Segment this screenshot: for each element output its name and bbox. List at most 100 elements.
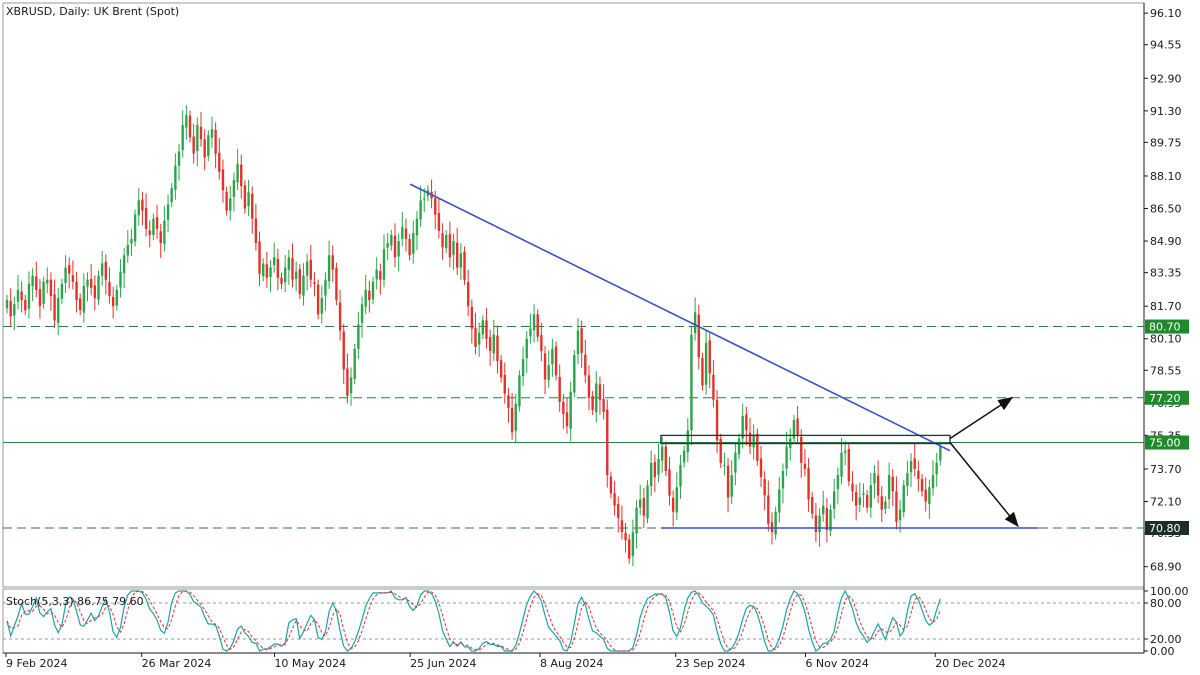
candle-body xyxy=(492,334,496,354)
candle-body xyxy=(671,497,675,512)
level-label-bg xyxy=(1145,435,1189,450)
candle-body xyxy=(485,320,488,339)
candle-body xyxy=(781,471,785,489)
candle-body xyxy=(445,234,448,248)
candle-body xyxy=(313,282,316,284)
candle-body xyxy=(130,239,133,244)
candle-body xyxy=(617,503,620,518)
candle-body xyxy=(756,433,759,461)
candle-body xyxy=(229,198,232,211)
candle-body xyxy=(536,314,539,337)
candle-body xyxy=(9,300,12,317)
chart-title: XBRUSD, Daily: UK Brent (Spot) xyxy=(6,5,179,18)
candle-body xyxy=(342,331,345,370)
candle-body xyxy=(767,495,770,524)
candle-body xyxy=(741,416,744,439)
candle-body xyxy=(774,511,777,535)
candle-body xyxy=(265,264,269,278)
candle-body xyxy=(448,234,452,258)
candle-body xyxy=(42,281,45,304)
candle-body xyxy=(543,353,547,380)
candle-body xyxy=(466,282,470,307)
breakout-annotations xyxy=(660,396,1019,528)
candle-body xyxy=(174,165,177,190)
candle-body xyxy=(649,462,653,487)
candle-body xyxy=(668,469,671,496)
candle-body xyxy=(675,487,679,513)
candle-body xyxy=(423,198,426,200)
candle-body xyxy=(639,499,642,508)
level-label: 70.80 xyxy=(1149,522,1181,535)
candle-body xyxy=(928,487,931,504)
candle-body xyxy=(763,478,766,496)
candle-body xyxy=(218,152,221,172)
candle-body xyxy=(291,258,294,280)
candle-body xyxy=(832,491,836,509)
candle-body xyxy=(360,304,364,323)
candle-body xyxy=(646,485,649,519)
candle-body xyxy=(437,212,441,231)
candle-body xyxy=(591,396,594,410)
candle-body xyxy=(785,446,788,469)
candle-body xyxy=(177,151,181,166)
candle-body xyxy=(269,267,272,277)
candle-body xyxy=(474,327,477,347)
price-tick-label: 72.10 xyxy=(1150,496,1182,509)
candle-body xyxy=(93,285,97,299)
candle-body xyxy=(353,348,356,380)
candle-body xyxy=(814,515,818,533)
breakout-zone xyxy=(660,434,951,445)
candle-body xyxy=(770,522,774,533)
stoch-main-line xyxy=(6,589,941,652)
candle-body xyxy=(232,180,236,197)
candle-body xyxy=(818,515,821,533)
candle-body xyxy=(196,125,199,152)
candle-body xyxy=(532,314,536,331)
price-tick-label: 68.90 xyxy=(1150,561,1182,574)
price-tick-label: 73.70 xyxy=(1150,463,1182,476)
candle-body xyxy=(854,492,858,506)
candle-body xyxy=(664,446,668,472)
candle-body xyxy=(843,450,847,453)
candle-body xyxy=(419,200,422,220)
candle-body xyxy=(185,114,188,128)
candle-body xyxy=(393,235,397,258)
candle-body xyxy=(324,279,327,296)
level-label: 77.20 xyxy=(1149,392,1181,405)
candle-body xyxy=(657,458,660,475)
candle-body xyxy=(895,491,898,522)
price-tick-label: 86.50 xyxy=(1150,203,1182,216)
candle-body xyxy=(404,228,408,240)
candle-body xyxy=(236,163,239,183)
candle-body xyxy=(214,129,217,154)
candle-body xyxy=(262,263,265,277)
candle-body xyxy=(858,497,862,505)
candle-body xyxy=(811,497,814,514)
candle-body xyxy=(642,497,646,516)
candle-body xyxy=(294,271,298,279)
stoch-tick-label: 0.00 xyxy=(1150,645,1175,658)
candle-body xyxy=(386,243,389,248)
candle-body xyxy=(737,438,741,455)
time-tick-label: 25 Jun 2024 xyxy=(410,657,476,670)
candle-body xyxy=(939,446,942,461)
candle-body xyxy=(503,374,506,394)
candle-body xyxy=(415,218,419,236)
candle-body xyxy=(287,257,291,270)
candle-body xyxy=(510,407,514,433)
candle-body xyxy=(338,302,342,331)
time-tick-label: 10 May 2024 xyxy=(274,657,346,670)
candle-body xyxy=(188,115,192,138)
candle-body xyxy=(580,328,583,353)
candle-body xyxy=(807,468,810,500)
candle-body xyxy=(723,464,726,466)
candlesticks xyxy=(5,104,942,567)
candle-body xyxy=(726,465,730,498)
candle-body xyxy=(598,384,602,400)
candle-body xyxy=(280,277,283,284)
candle-body xyxy=(371,281,375,300)
level-label-bg xyxy=(1145,390,1189,405)
candle-body xyxy=(455,242,459,268)
